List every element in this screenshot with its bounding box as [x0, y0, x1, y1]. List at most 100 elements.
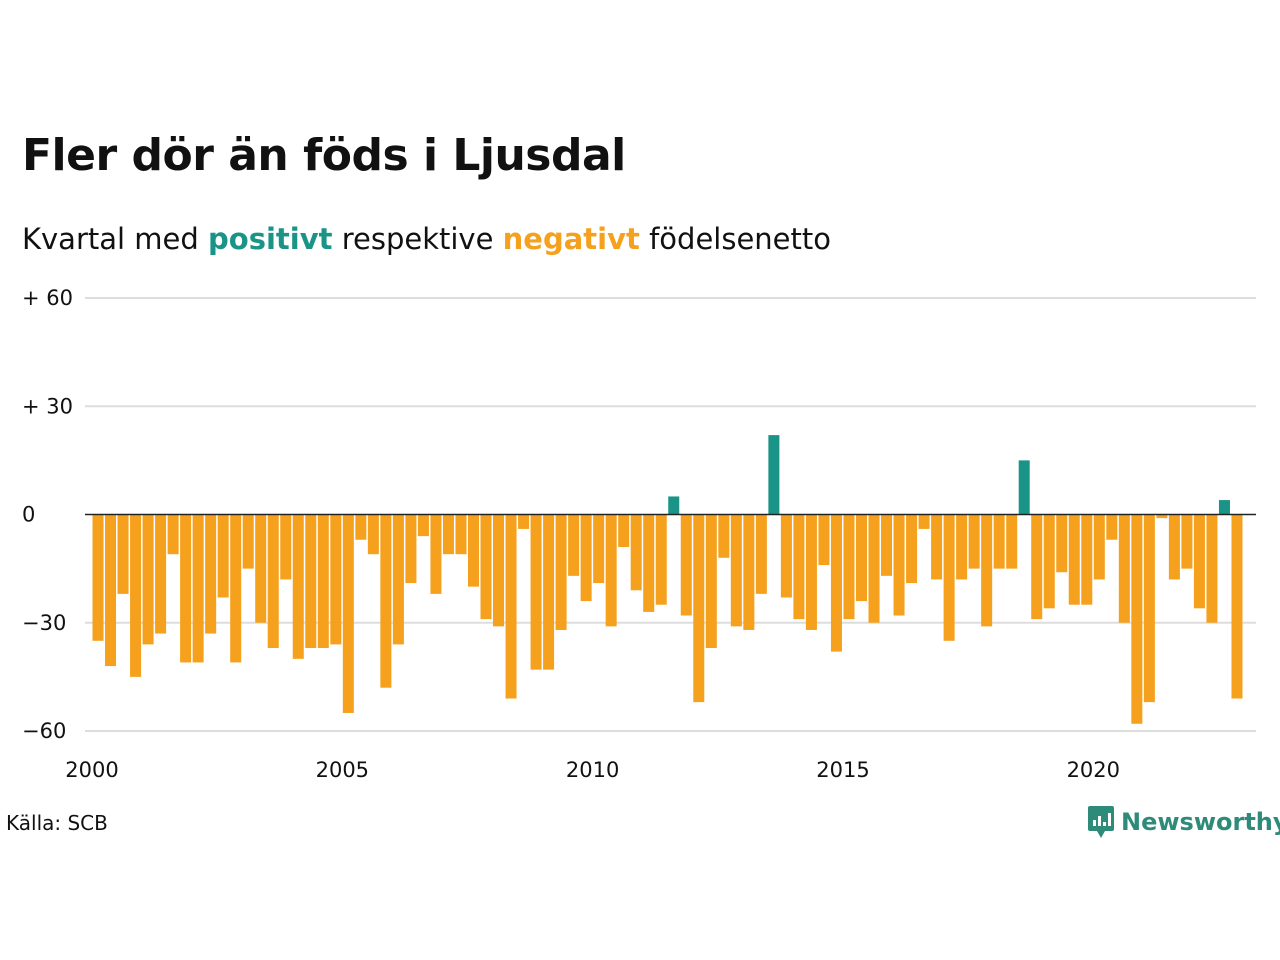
bar-2012Q1 — [693, 514, 705, 703]
bar-2014Q3 — [818, 514, 830, 566]
bar-2004Q3 — [317, 514, 329, 649]
bar-2005Q1 — [342, 514, 354, 713]
bar-2016Q3 — [918, 514, 930, 529]
bar-2008Q2 — [505, 514, 517, 699]
y-tick-label: −60 — [22, 719, 66, 743]
bar-2005Q3 — [367, 514, 379, 555]
bar-2011Q2 — [655, 514, 667, 605]
chart-title: Fler dör än föds i Ljusdal — [22, 130, 626, 181]
bar-2002Q4 — [230, 514, 242, 663]
x-tick-label: 2005 — [316, 758, 369, 782]
bar-2000Q1 — [92, 514, 104, 641]
bar-2012Q3 — [718, 514, 730, 558]
bar-2000Q4 — [130, 514, 142, 677]
newsworthy-logo-icon — [1088, 806, 1114, 838]
x-tick-label: 2020 — [1067, 758, 1120, 782]
bar-2008Q3 — [518, 514, 530, 529]
bar-2019Q2 — [1056, 514, 1068, 573]
subtitle-positive: positivt — [208, 222, 333, 256]
y-tick-label: −30 — [22, 611, 66, 635]
bar-2017Q3 — [968, 514, 980, 569]
bar-2010Q1 — [593, 514, 605, 584]
bar-2021Q1 — [1143, 514, 1155, 703]
bar-2014Q4 — [830, 514, 842, 652]
bar-2009Q4 — [580, 514, 592, 602]
bar-2022Q2 — [1206, 514, 1218, 623]
bar-2020Q4 — [1131, 514, 1143, 724]
bar-2019Q3 — [1068, 514, 1080, 605]
bar-2006Q2 — [405, 514, 417, 584]
bar-2015Q2 — [855, 514, 867, 602]
bar-2009Q3 — [568, 514, 580, 576]
source-credit: Källa: SCB — [6, 811, 108, 835]
bar-2003Q4 — [280, 514, 292, 580]
brand-logo: Newsworthy — [1087, 804, 1280, 840]
x-tick-label: 2010 — [566, 758, 619, 782]
bar-2018Q3 — [1018, 460, 1030, 515]
bar-2012Q4 — [730, 514, 742, 627]
bar-2019Q4 — [1081, 514, 1093, 605]
subtitle-prefix: Kvartal med — [22, 222, 199, 256]
bar-2013Q4 — [780, 514, 792, 598]
bar-2016Q1 — [893, 514, 905, 616]
bar-2003Q2 — [255, 514, 267, 623]
bar-2015Q3 — [868, 514, 880, 623]
y-tick-label: 0 — [22, 503, 35, 527]
brand-name: Newsworthy — [1121, 808, 1280, 836]
bar-2008Q4 — [530, 514, 542, 670]
bar-2017Q1 — [943, 514, 955, 641]
bar-2018Q1 — [993, 514, 1005, 569]
bar-2010Q3 — [618, 514, 630, 547]
bar-2013Q1 — [743, 514, 755, 630]
bar-2012Q2 — [705, 514, 717, 649]
bar-2007Q4 — [480, 514, 492, 620]
bar-2007Q2 — [455, 514, 467, 555]
bar-2015Q4 — [881, 514, 893, 576]
bar-2002Q1 — [192, 514, 204, 663]
bar-2011Q4 — [680, 514, 692, 616]
bar-2009Q2 — [555, 514, 567, 630]
bar-2000Q3 — [117, 514, 129, 594]
bar-2022Q4 — [1231, 514, 1243, 699]
chart-subtitle: Kvartal med positivt respektive negativt… — [22, 222, 831, 256]
bar-2018Q2 — [1006, 514, 1018, 569]
bar-2006Q3 — [417, 514, 429, 537]
x-tick-label: 2015 — [816, 758, 869, 782]
bar-2018Q4 — [1031, 514, 1043, 620]
bar-2007Q3 — [467, 514, 479, 587]
bar-2011Q1 — [643, 514, 655, 612]
bar-2021Q4 — [1181, 514, 1193, 569]
bar-2014Q1 — [793, 514, 805, 620]
bar-2008Q1 — [493, 514, 505, 627]
bar-2017Q4 — [981, 514, 993, 627]
subtitle-suffix: födelsenetto — [649, 222, 831, 256]
bar-2006Q4 — [430, 514, 442, 594]
bar-2015Q1 — [843, 514, 855, 620]
subtitle-negative: negativt — [502, 222, 640, 256]
bar-2002Q3 — [217, 514, 229, 598]
bar-2019Q1 — [1043, 514, 1055, 609]
bar-2014Q2 — [805, 514, 817, 630]
bar-2010Q2 — [605, 514, 617, 627]
bar-2001Q3 — [167, 514, 179, 555]
bar-2003Q3 — [267, 514, 279, 649]
bar-2001Q4 — [180, 514, 192, 663]
bar-2022Q3 — [1218, 500, 1230, 515]
bar-2013Q2 — [755, 514, 767, 594]
bar-2000Q2 — [105, 514, 117, 667]
bar-2006Q1 — [392, 514, 404, 645]
bar-2009Q1 — [543, 514, 555, 670]
y-tick-label: + 60 — [22, 286, 73, 310]
bar-2020Q2 — [1106, 514, 1118, 540]
bar-layer — [92, 435, 1243, 724]
bar-2021Q3 — [1168, 514, 1180, 580]
bar-2005Q2 — [355, 514, 367, 540]
bar-2010Q4 — [630, 514, 642, 591]
bar-2016Q4 — [931, 514, 943, 580]
bar-2004Q2 — [305, 514, 317, 649]
bar-2016Q2 — [906, 514, 918, 584]
bar-2001Q1 — [142, 514, 154, 645]
x-tick-label: 2000 — [65, 758, 118, 782]
bar-2017Q2 — [956, 514, 968, 580]
bar-2004Q1 — [292, 514, 304, 659]
